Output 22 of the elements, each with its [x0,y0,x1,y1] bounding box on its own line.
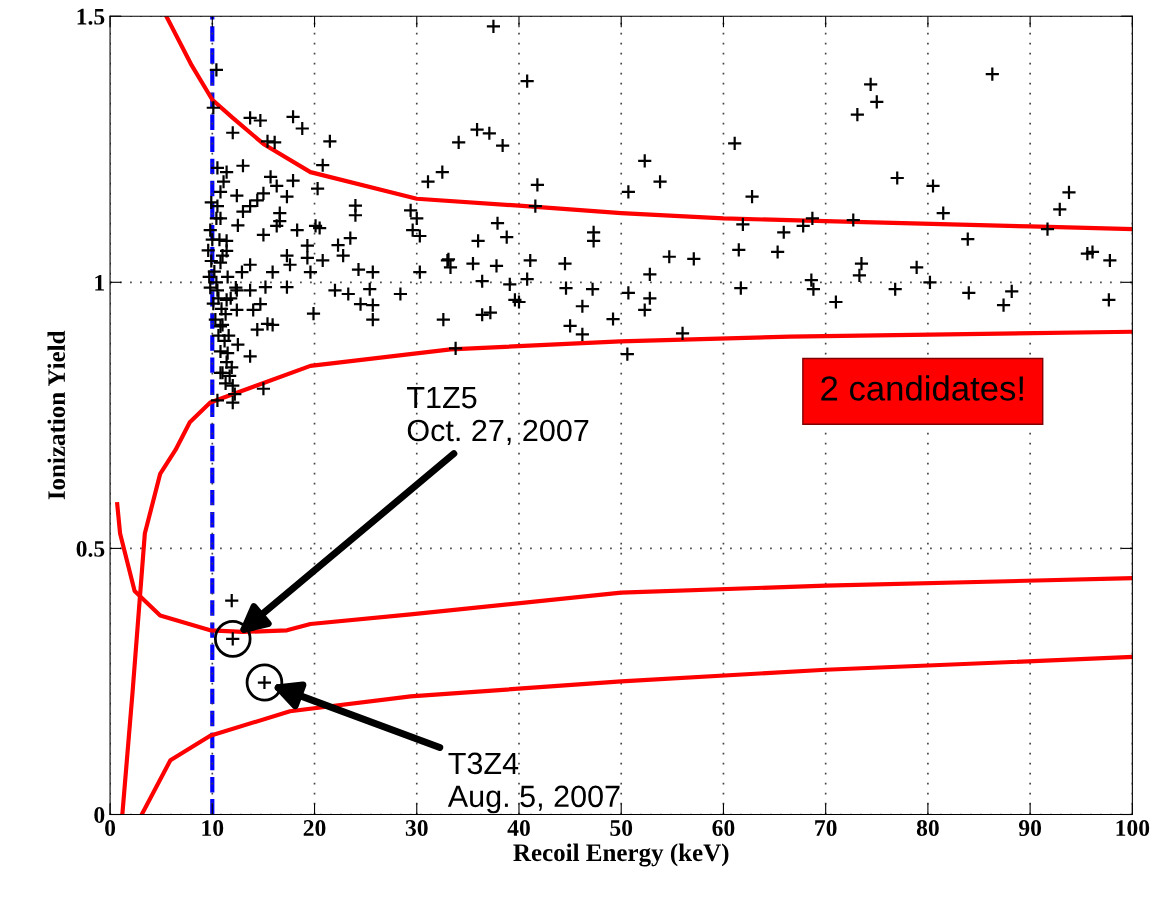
y-tick-label: 0 [94,806,105,823]
y-tick-label: 1.5 [77,8,105,25]
annotation: T3Z4 Aug. 5, 2007 [447,752,620,814]
x-tick-label: 40 [507,820,530,836]
line-series [164,16,1133,232]
x-tick-label: 30 [405,820,428,836]
annotation: T1Z5 Oct. 27, 2007 [407,387,589,445]
y-tick-label: 0.5 [76,540,105,557]
annotation: 2 candidates! [821,375,1023,401]
x-tick-label: 60 [712,820,735,836]
y-tick-label: 1 [95,274,104,291]
x-axis-title: Recoil Energy (keV) [513,843,729,867]
x-tick-label: 10 [202,820,224,836]
x-tick-label: 100 [1116,820,1150,836]
line-series [139,654,1133,815]
y-axis-title: Ionization Yield [47,330,66,500]
x-tick-label: 20 [303,820,326,836]
x-tick-label: 50 [610,820,633,836]
x-tick-label: 90 [1018,820,1042,836]
x-tick-label: 80 [916,820,939,836]
x-tick-label: 0 [105,820,116,836]
x-tick-label: 70 [815,820,837,836]
